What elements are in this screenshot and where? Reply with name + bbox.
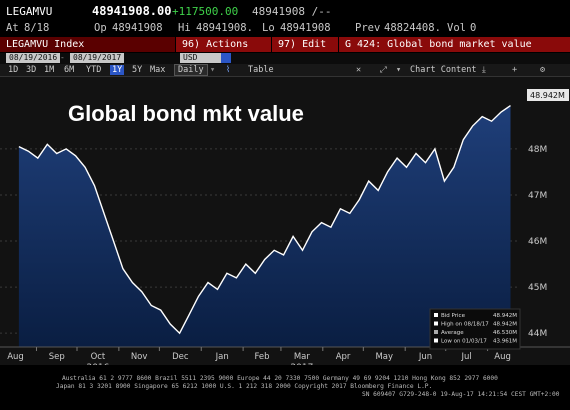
high-label: Hi: [178, 22, 191, 34]
edit-menu[interactable]: 97) Edit: [272, 37, 338, 52]
timeframe-max[interactable]: Max: [150, 65, 166, 75]
legend-label: Average: [441, 330, 464, 336]
chart-content-dropdown-icon[interactable]: ▾: [396, 65, 402, 75]
end-date-field[interactable]: 08/19/2017: [70, 53, 125, 63]
currency-dropdown-icon[interactable]: [221, 53, 231, 63]
vol-value: 0: [470, 22, 477, 34]
timeframe-5y[interactable]: 5Y: [132, 65, 143, 75]
legend-swatch: [434, 313, 438, 317]
chart-type-icon[interactable]: ⌇: [226, 65, 231, 75]
ticker-symbol[interactable]: LEGAMVU: [6, 5, 53, 18]
start-date-field[interactable]: 08/19/2016: [6, 53, 61, 63]
x-tick-label: Dec: [172, 352, 189, 362]
y-tick-label: 47M: [528, 191, 547, 201]
prev-value: 48824408.: [384, 22, 441, 34]
prev-label: Prev: [355, 22, 381, 34]
timeframe-3d[interactable]: 3D: [26, 65, 37, 75]
footer-line-2: Japan 81 3 3201 8900 Singapore 65 6212 1…: [56, 383, 433, 390]
period-dropdown-icon[interactable]: ▾: [210, 65, 216, 75]
timeframe-1y[interactable]: 1Y: [110, 65, 125, 75]
chart-title: Global bond mkt value: [68, 101, 304, 126]
y-tick-label: 46M: [528, 237, 547, 247]
ohlc-row: At 8/18 Op 48941908 Hi 48941908. Lo 4894…: [0, 19, 570, 36]
open-value: 48941908: [112, 22, 163, 34]
y-tick-label: 45M: [528, 283, 547, 293]
legend-swatch: [434, 330, 438, 334]
price-change: +117500.00: [172, 5, 239, 18]
bid-ask: 48941908 /--: [252, 5, 332, 18]
date-range-bar: 08/19/2016 - 08/19/2017 USD: [0, 53, 570, 64]
x-tick-label: May: [375, 352, 393, 362]
page-title: G 424: Global bond market value: [339, 37, 570, 52]
at-label: At: [6, 22, 19, 34]
y-tick-label: 48M: [528, 145, 547, 155]
price-line: [18, 105, 511, 335]
x-tick-label: Aug: [7, 352, 24, 362]
x-tick-label: Nov: [131, 352, 148, 362]
legend-label: High on 08/18/17: [441, 322, 489, 328]
legend-swatch: [434, 321, 438, 326]
legend-swatch: [434, 338, 438, 343]
y-axis: 44M 45M 46M 47M 48M: [528, 145, 547, 339]
timeframe-bar: 1D 3D 1M 6M YTD 1Y 5Y Max Daily ▾ ⌇ Tabl…: [0, 64, 570, 77]
x-tick-label: Oct: [91, 352, 106, 362]
high-value: 48941908.: [196, 22, 253, 34]
area-fill: [18, 105, 511, 347]
x-tick-label: Mar: [294, 352, 311, 362]
export-icon[interactable]: ⤓: [482, 65, 486, 75]
low-value: 48941908: [280, 22, 331, 34]
last-value-tag: 48.942M: [530, 91, 565, 100]
x-tick-label: Feb: [254, 352, 269, 362]
collapse-icon[interactable]: ✕: [356, 65, 362, 75]
date-separator: -: [60, 53, 65, 62]
footer: Australia 61 2 9777 8600 Brazil 5511 239…: [0, 371, 570, 410]
timeframe-1d[interactable]: 1D: [8, 65, 19, 75]
vol-label: Vol: [447, 22, 466, 34]
y-tick-label: 44M: [528, 329, 547, 339]
x-tick-label: Jul: [461, 352, 472, 362]
actions-menu[interactable]: 96) Actions: [176, 37, 271, 52]
legend-value: 43.961M: [493, 339, 517, 345]
x-tick-label: Jan: [215, 352, 229, 362]
footer-line-1: Australia 61 2 9777 8600 Brazil 5511 239…: [62, 375, 498, 382]
x-tick-label: Apr: [336, 352, 351, 362]
security-header: LEGAMVU 48941908.00 +117500.00 48941908 …: [0, 0, 570, 21]
x-axis: Aug Sep Oct Nov Dec Jan Feb Mar Apr May Jun Jul Aug 2…: [0, 346, 570, 365]
footer-line-3: SN 609407 G729-248-0 19-Aug-17 14:21:54 …: [362, 391, 560, 398]
year-label: 2017: [290, 363, 313, 365]
legend-value: 48.942M: [493, 313, 517, 319]
last-price: 48941908.00: [92, 4, 172, 18]
currency-select[interactable]: USD: [180, 53, 231, 63]
open-label: Op: [94, 22, 107, 34]
table-button[interactable]: Table: [248, 65, 274, 75]
x-tick-label: Jun: [418, 352, 432, 362]
year-label: 2016: [86, 363, 109, 365]
timeframe-6m[interactable]: 6M: [64, 65, 75, 75]
x-tick-label: Aug: [494, 352, 511, 362]
chart-content-button[interactable]: Chart Content: [410, 65, 477, 75]
index-tab[interactable]: LEGAMVU Index: [0, 37, 175, 52]
expand-icon[interactable]: ⤢: [380, 65, 387, 75]
price-chart[interactable]: 44M 45M 46M 47M 48M Aug Sep Oct Nov Dec Jan Feb Mar…: [0, 77, 570, 365]
timeframe-1m[interactable]: 1M: [44, 65, 55, 75]
x-tick-label: Sep: [49, 352, 65, 362]
legend-label: Bid Price: [441, 313, 466, 319]
legend-value: 48.942M: [493, 322, 517, 328]
chart-legend: Bid Price 48.942M High on 08/18/17 48.942M A…: [429, 308, 521, 350]
add-icon[interactable]: +: [512, 65, 518, 75]
last-value-tag-bg: [527, 89, 569, 101]
menu-bar: LEGAMVU Index 96) Actions 97) Edit G 424…: [0, 37, 570, 52]
low-label: Lo: [262, 22, 275, 34]
timeframe-ytd[interactable]: YTD: [86, 65, 102, 75]
legend-value: 46.530M: [493, 330, 517, 336]
at-value: 8/18: [24, 22, 50, 34]
period-select[interactable]: Daily: [174, 64, 208, 76]
settings-gear-icon[interactable]: ⚙: [540, 65, 546, 75]
legend-label: Low on 01/03/17: [441, 339, 487, 345]
